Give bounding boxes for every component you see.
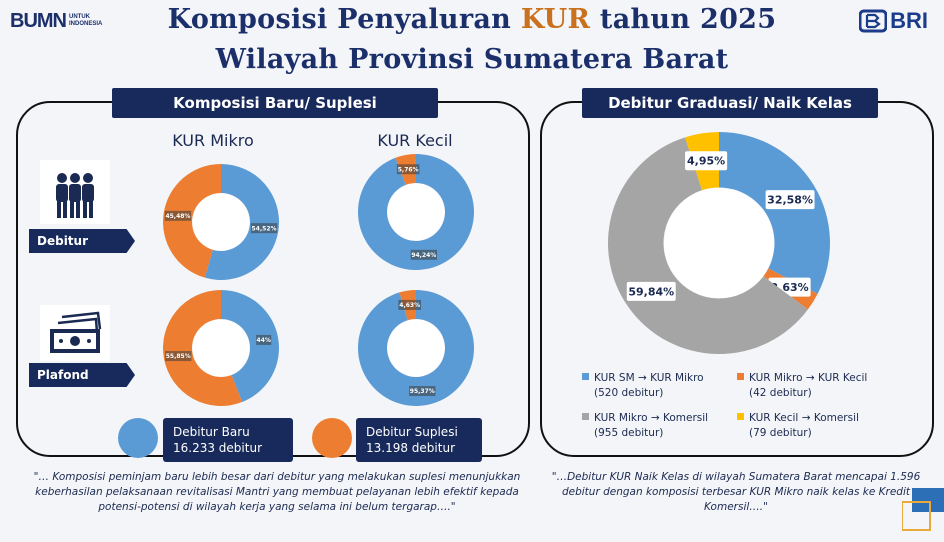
donut-graduasi: 32,58%2,63%59,84%4,95%	[608, 132, 830, 354]
legend-mikro-komersil: KUR Mikro → Komersil (955 debitur)	[582, 411, 732, 441]
data-label-box	[626, 281, 676, 301]
legend-dot-suplesi	[312, 418, 352, 458]
data-label: 59,84%	[628, 285, 674, 298]
donut-hole	[387, 319, 445, 377]
page-subtitle: Wilayah Provinsi Sumatera Barat	[215, 44, 729, 75]
donut-kur-mikro-debitur: 54,52% 45,48%	[162, 164, 279, 280]
col-head-kur-mikro: KUR Mikro	[172, 131, 254, 150]
title-highlight: KUR	[520, 4, 591, 35]
legend-mikro-kecil: KUR Mikro → KUR Kecil (42 debitur)	[737, 371, 907, 401]
donut-slice	[162, 290, 243, 406]
donut-slice	[204, 164, 279, 280]
data-label: 54,52%	[252, 225, 277, 232]
data-label-box	[685, 151, 728, 171]
data-label: 32,58%	[767, 194, 813, 207]
data-label-box	[410, 249, 437, 260]
donut-slice	[221, 290, 279, 403]
data-label: 4,63%	[399, 302, 420, 309]
donut-kur-kecil-debitur: 94,24% 5,76%	[358, 154, 474, 270]
data-label-box	[164, 210, 192, 221]
data-label-box	[256, 334, 272, 345]
data-label: 5,76%	[398, 166, 419, 173]
legend-sm-mikro: KUR SM → KUR Mikro (520 debitur)	[582, 371, 732, 401]
row-label-debitur: Debitur	[29, 229, 135, 253]
bri-mark-icon	[859, 9, 888, 33]
data-label: 44%	[257, 337, 271, 344]
right-quote: "…Debitur KUR Naik Kelas di wilayah Suma…	[551, 471, 921, 513]
legend-kecil-komersil: KUR Kecil → Komersil (79 debitur)	[737, 411, 907, 441]
decorative-squares	[902, 488, 944, 531]
data-label-box	[165, 351, 192, 362]
donut-hole	[192, 193, 250, 251]
legend-debitur-suplesi: Debitur Suplesi 13.198 debitur	[356, 418, 482, 462]
page-title: Komposisi Penyaluran KUR tahun 2025	[167, 4, 777, 35]
donut-kur-kecil-plafond: 95,37% 4,63%	[358, 290, 474, 406]
bumn-logo: BUMN UNTUK INDONESIA	[10, 10, 103, 32]
donut-slice	[162, 164, 221, 278]
data-label-box	[250, 223, 278, 234]
data-label: 94,24%	[411, 252, 436, 259]
data-label-box	[765, 190, 815, 210]
donut-slice	[358, 290, 474, 406]
data-label-box	[409, 386, 436, 397]
data-label: 45,48%	[165, 213, 190, 220]
data-label-box	[396, 164, 420, 175]
legend-debitur-baru: Debitur Baru 16.233 debitur	[163, 418, 293, 462]
row-label-plafond: Plafond	[29, 363, 135, 387]
left-quote: "… Komposisi peminjam baru lebih besar d…	[33, 471, 521, 513]
donut-kur-mikro-plafond: 44% 55,85%	[162, 290, 279, 406]
donut-hole	[664, 188, 774, 298]
donut-slice	[719, 132, 830, 294]
right-section-heading: Debitur Graduasi/ Naik Kelas	[582, 88, 878, 118]
money-icon	[40, 305, 110, 361]
people-icon	[40, 160, 110, 224]
left-section-heading: Komposisi Baru/ Suplesi	[112, 88, 438, 118]
data-label: 55,85%	[166, 353, 191, 360]
data-label-box	[398, 299, 421, 310]
data-label: 4,95%	[687, 155, 725, 168]
donut-hole	[192, 319, 250, 377]
bri-logo: BRI	[859, 8, 928, 34]
data-label: 95,37%	[410, 388, 435, 395]
donut-hole	[387, 183, 445, 241]
donut-slice	[358, 154, 474, 270]
col-head-kur-kecil: KUR Kecil	[377, 131, 453, 150]
legend-dot-baru	[118, 418, 158, 458]
